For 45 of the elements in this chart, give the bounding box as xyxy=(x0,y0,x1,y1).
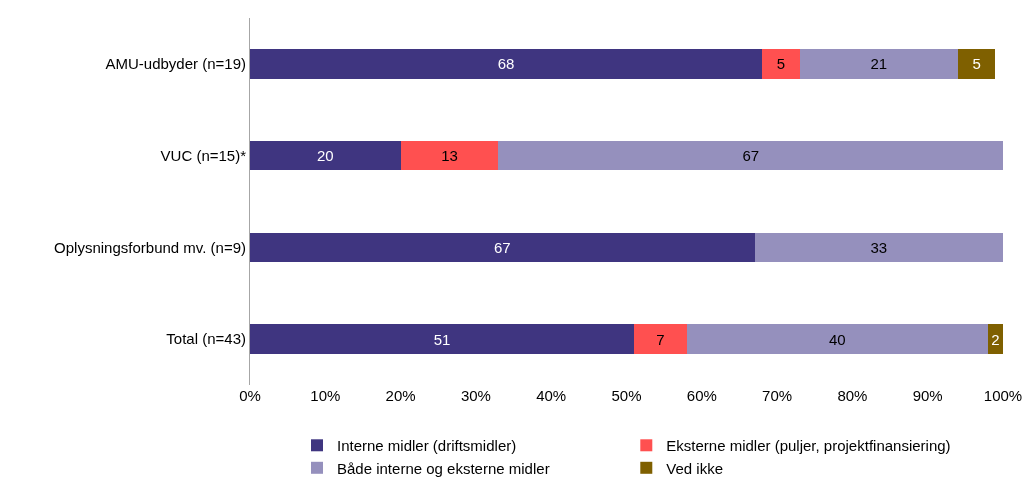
bar xyxy=(400,140,499,171)
data-label: 40 xyxy=(829,330,846,348)
x-tick-label: 50% xyxy=(611,387,642,404)
bar xyxy=(957,49,996,79)
data-label: 2 xyxy=(991,330,1000,348)
data-label: 5 xyxy=(972,55,981,73)
data-label: 20 xyxy=(316,147,334,165)
data-label: 13 xyxy=(441,147,458,165)
data-label: 51 xyxy=(433,330,451,348)
x-tick-label: 90% xyxy=(912,387,943,404)
bar xyxy=(754,232,1003,263)
y-tick-label: Oplysningsforbund mv. (n=9) xyxy=(54,238,246,256)
data-label: 67 xyxy=(742,147,760,165)
y-tick-label: AMU-udbyder (n=19) xyxy=(105,55,246,73)
data-label: 21 xyxy=(870,55,888,73)
y-tick-label: Total (n=43) xyxy=(166,330,246,348)
data-label: 67 xyxy=(493,238,511,256)
y-tick-label: VUC (n=15)* xyxy=(160,146,247,164)
data-label: 5 xyxy=(776,55,786,73)
x-tick-label: 0% xyxy=(239,387,261,404)
bar xyxy=(686,324,988,354)
x-tick-label: 80% xyxy=(837,387,868,404)
x-tick-label: 100% xyxy=(983,387,1023,404)
x-tick-label: 20% xyxy=(385,387,416,404)
data-label: 68 xyxy=(497,55,515,73)
legend-label: Både interne og eksterne midler xyxy=(337,459,550,477)
x-tick-label: 30% xyxy=(460,387,491,404)
bar xyxy=(762,49,800,79)
legend-label: Interne midler (driftsmidler) xyxy=(337,437,517,455)
x-tick-label: 70% xyxy=(762,387,793,404)
bar xyxy=(250,324,635,354)
x-tick-label: 60% xyxy=(686,387,717,404)
data-label: 33 xyxy=(870,238,888,256)
data-label: 7 xyxy=(656,330,665,348)
legend-label: Eksterne midler (puljer, projektfinansiering) xyxy=(666,437,951,455)
x-tick-label: 10% xyxy=(310,387,341,404)
bar xyxy=(634,324,687,354)
legend-label: Ved ikke xyxy=(666,459,724,477)
bar xyxy=(250,232,755,263)
bar xyxy=(250,49,763,79)
x-tick-label: 40% xyxy=(536,387,567,404)
bar xyxy=(799,49,958,79)
bar xyxy=(498,140,1003,171)
bar xyxy=(250,140,401,171)
bar xyxy=(987,324,1003,354)
